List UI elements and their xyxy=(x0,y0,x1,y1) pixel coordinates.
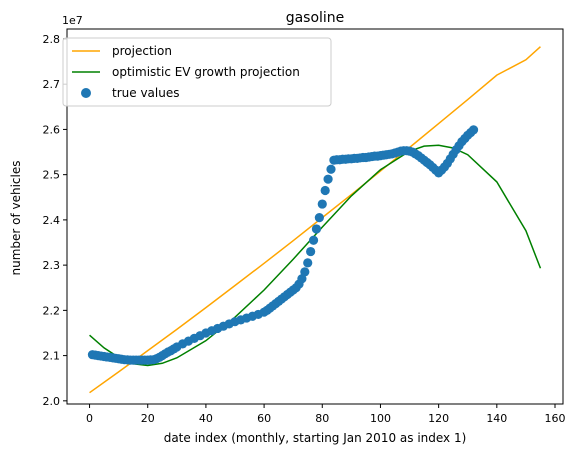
data-point xyxy=(326,164,336,174)
data-point xyxy=(306,246,316,257)
plot-area xyxy=(87,46,542,394)
series-line-optimistic-ev-growth-projection xyxy=(89,144,542,367)
legend-label-projection: projection xyxy=(112,44,172,58)
axes-frame xyxy=(66,28,564,405)
x-tick-label: 20 xyxy=(141,412,155,425)
y-axis-offset-label: 1e7 xyxy=(62,14,83,27)
x-tick-label: 40 xyxy=(199,412,213,425)
x-axis-label: date index (monthly, starting Jan 2010 a… xyxy=(164,431,467,445)
y-axis-label: number of vehicles xyxy=(9,160,23,275)
y-tick-label: 2.5 xyxy=(43,169,61,182)
x-tick-label: 100 xyxy=(370,412,391,425)
series-points-true-values xyxy=(87,125,479,365)
chart-title: gasoline xyxy=(286,10,345,26)
y-tick-label: 2.3 xyxy=(43,259,61,272)
x-axis-ticks: 0 20 40 60 80 100 120 140 160 xyxy=(86,404,566,425)
y-tick-label: 2.4 xyxy=(43,214,61,227)
legend-swatch-true-values xyxy=(81,88,91,98)
data-point xyxy=(303,258,313,268)
x-tick-label: 160 xyxy=(545,412,566,425)
data-point xyxy=(317,199,327,209)
y-tick-label: 2.0 xyxy=(43,395,61,408)
x-tick-label: 120 xyxy=(428,412,449,425)
y-tick-label: 2.7 xyxy=(43,78,61,91)
legend-label-true-values: true values xyxy=(112,86,179,100)
data-point xyxy=(314,213,324,223)
legend: projection optimistic EV growth projecti… xyxy=(62,37,332,107)
x-tick-label: 80 xyxy=(315,412,329,425)
data-point xyxy=(323,174,333,184)
data-point xyxy=(300,267,310,277)
data-point xyxy=(311,224,322,234)
y-tick-label: 2.1 xyxy=(43,350,61,363)
legend-box xyxy=(62,37,332,107)
data-point xyxy=(320,185,330,196)
x-tick-label: 0 xyxy=(86,412,93,425)
y-tick-label: 2.6 xyxy=(43,123,61,136)
y-tick-label: 2.8 xyxy=(43,33,61,46)
data-point xyxy=(468,125,479,135)
x-tick-label: 60 xyxy=(257,412,271,425)
legend-label-optimistic: optimistic EV growth projection xyxy=(112,65,300,79)
y-axis-ticks: 2.0 2.1 2.2 2.3 2.4 2.5 2.6 2.7 2.8 xyxy=(43,33,67,408)
y-tick-label: 2.2 xyxy=(43,304,61,317)
data-point xyxy=(308,235,319,245)
x-tick-label: 140 xyxy=(486,412,507,425)
